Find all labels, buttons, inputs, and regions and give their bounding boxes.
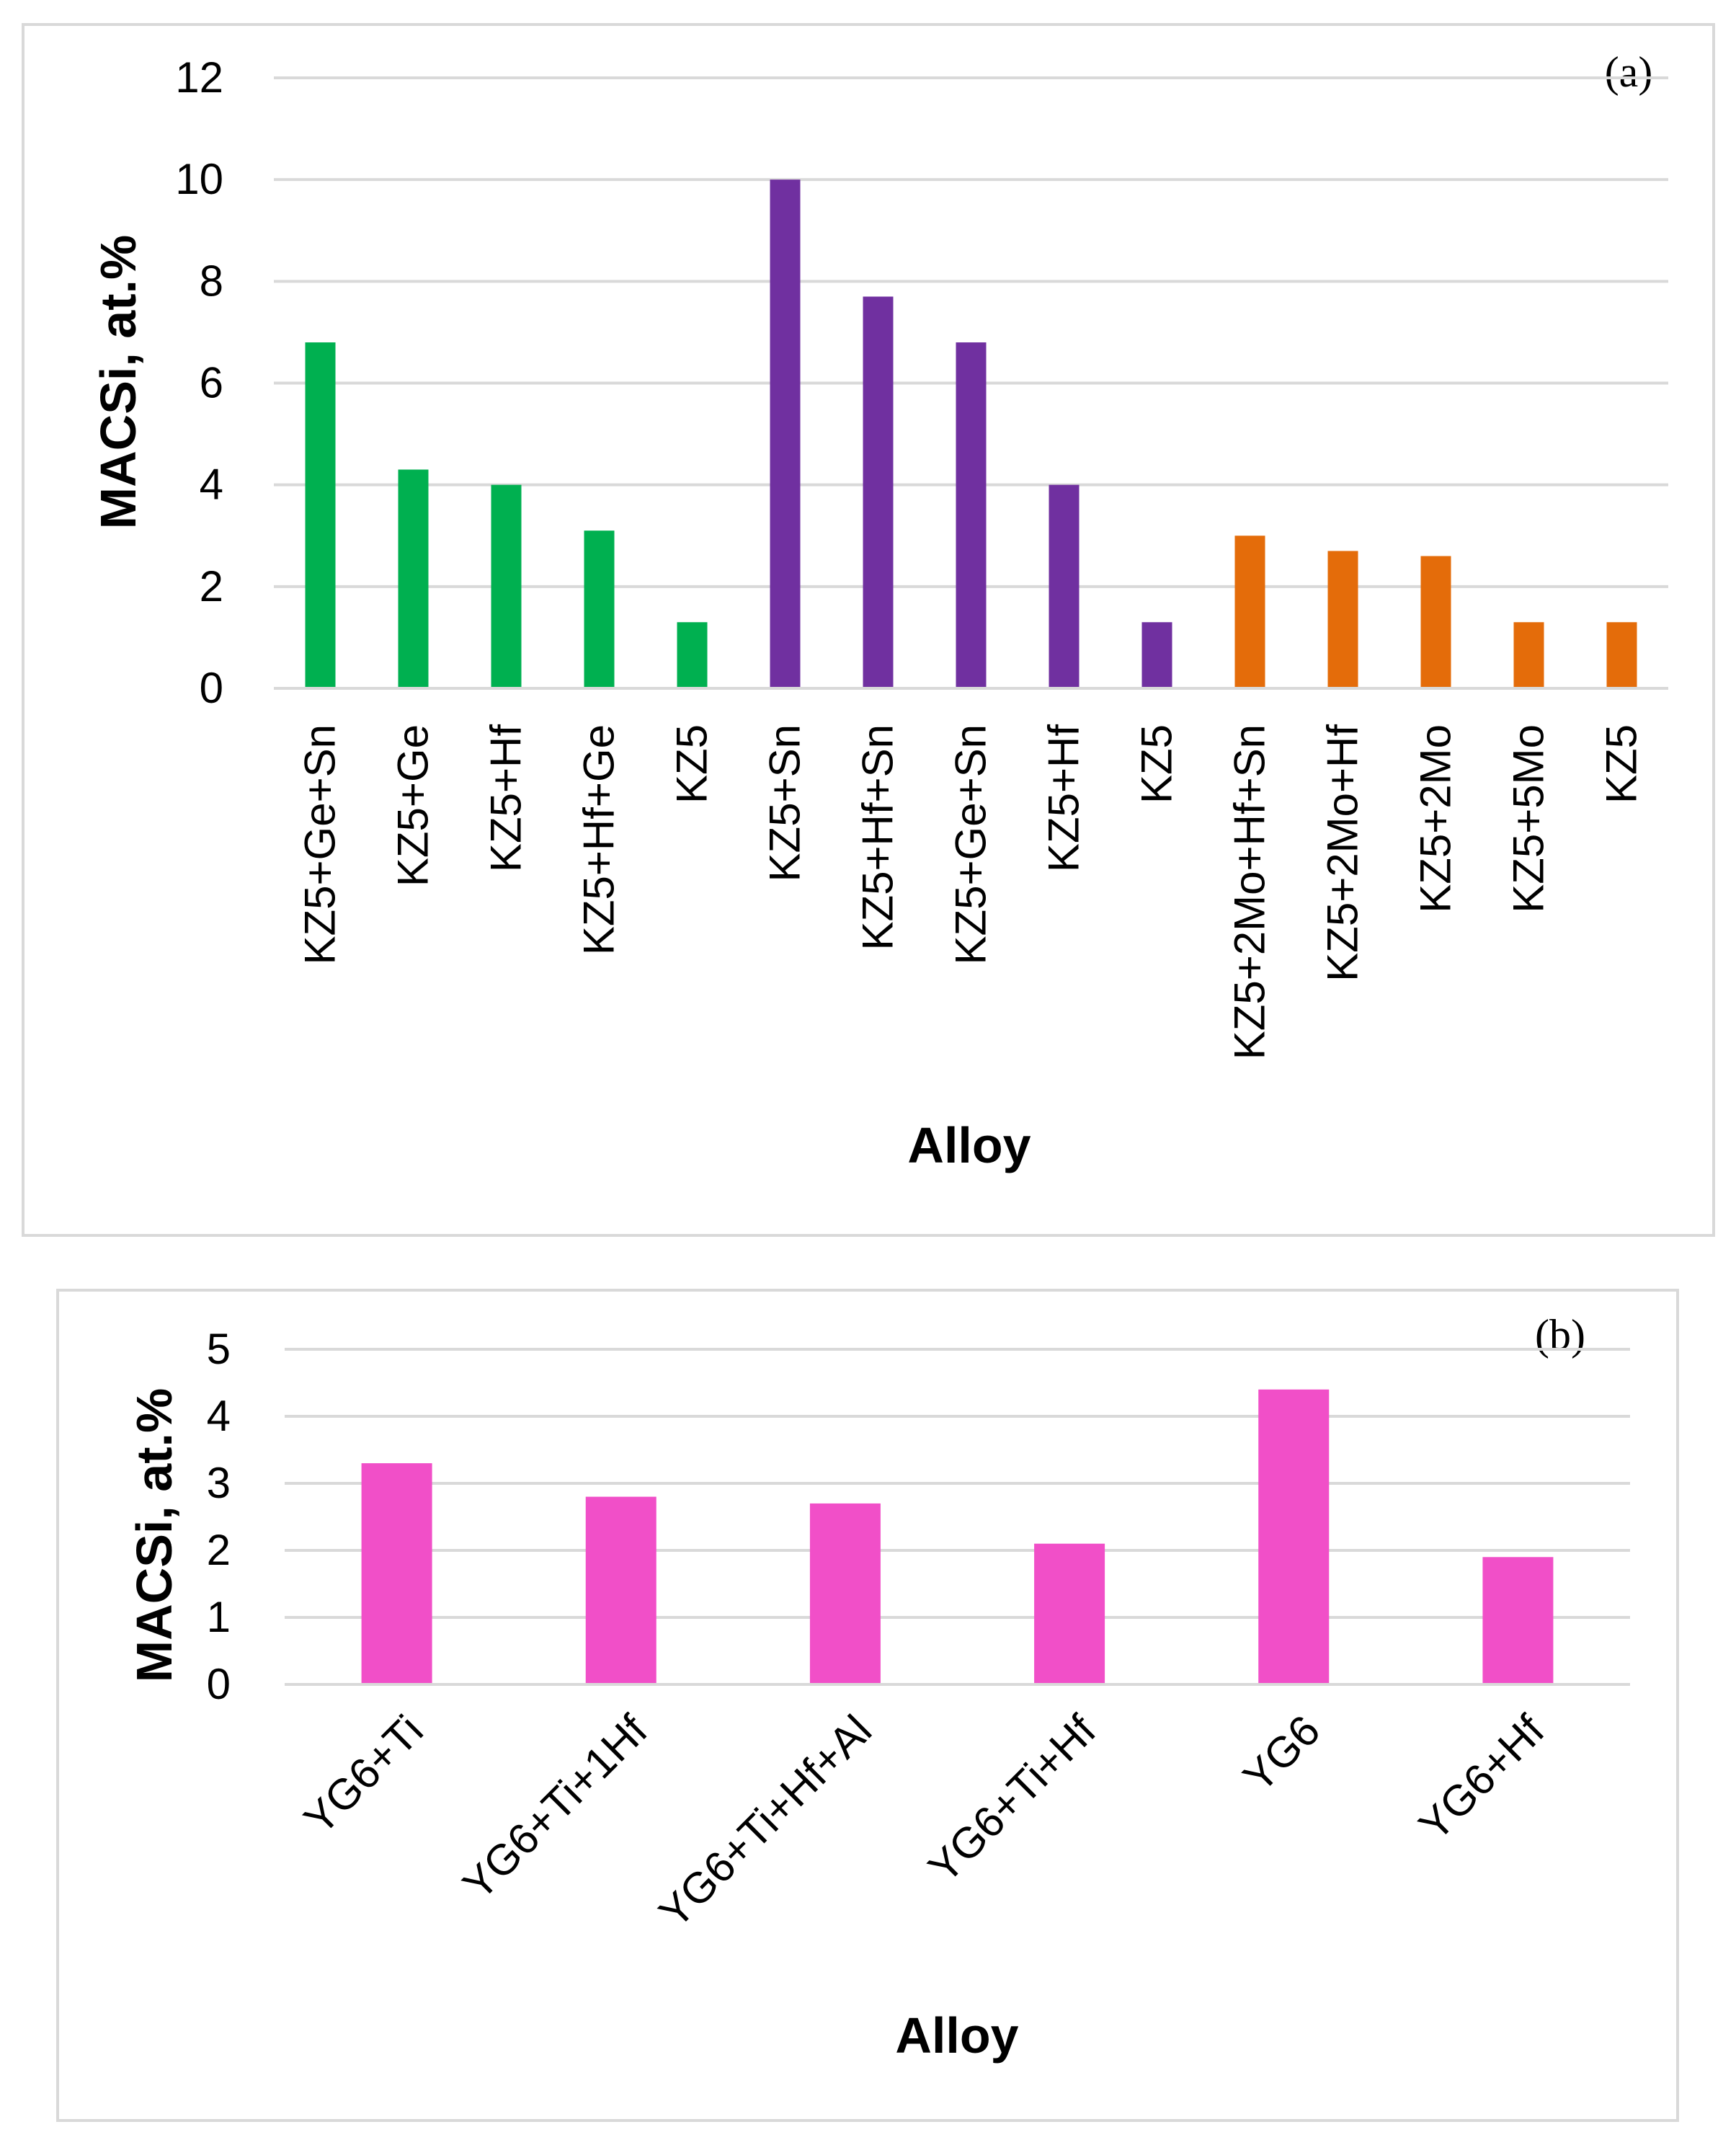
x-tick-label-a: KZ5+Hf+Sn — [854, 724, 902, 951]
panel-label-b: (b) — [1535, 1311, 1585, 1359]
y-tick-label-a: 8 — [200, 257, 223, 305]
panel-label-a: (a) — [1605, 48, 1653, 96]
bar-b — [1258, 1389, 1330, 1684]
bar-a — [1234, 536, 1265, 688]
x-axis-title-b: Alloy — [895, 2007, 1018, 2064]
bar-a — [584, 530, 615, 688]
y-tick-label-a: 6 — [200, 359, 223, 407]
bar-a — [1049, 484, 1080, 688]
bar-b — [585, 1496, 656, 1684]
bar-b — [809, 1503, 881, 1684]
x-tick-label-a: KZ5+2Mo+Hf — [1319, 724, 1367, 982]
bar-a — [1141, 622, 1172, 688]
x-tick-label-b: YG6+Hf — [1410, 1706, 1554, 1850]
x-tick-label-b: YG6+Ti+Hf — [919, 1706, 1105, 1892]
x-tick-label-a: KZ5+Sn — [761, 724, 809, 881]
chart-panel-b — [56, 1289, 1679, 2122]
y-tick-label-b: 2 — [207, 1526, 231, 1574]
x-tick-label-a: KZ5 — [668, 724, 716, 804]
y-tick-label-a: 2 — [200, 562, 223, 610]
bar-b — [361, 1463, 432, 1684]
bar-a — [770, 179, 801, 688]
bar-a — [398, 469, 429, 688]
chart-marks-a: 0 2 4 6 8 10 12 KZ5+Ge+Sn KZ5+Ge KZ5+Hf KZ5+Hf+Ge K… — [175, 53, 1668, 1060]
bar-a — [1513, 622, 1544, 688]
y-tick-label-a: 4 — [200, 461, 223, 509]
y-tick-label-a: 10 — [175, 155, 223, 203]
x-tick-label-a: KZ5 — [1133, 724, 1181, 804]
y-tick-label-b: 1 — [207, 1593, 231, 1641]
bar-a — [956, 342, 987, 688]
x-tick-label-a: KZ5 — [1598, 724, 1646, 804]
x-tick-label-a: KZ5+Hf+Ge — [575, 724, 623, 955]
bar-a — [863, 296, 894, 689]
x-tick-label-b: YG6+Ti+Hf+Al — [650, 1706, 881, 1937]
bar-a — [491, 484, 522, 688]
x-tick-label-a: KZ5+Ge+Sn — [947, 724, 995, 965]
bar-a — [1420, 556, 1451, 688]
x-tick-label-b: YG6+Ti+1Hf — [453, 1706, 656, 1909]
bar-a — [677, 622, 708, 688]
y-axis-title-a: MACSi, at.% — [90, 235, 146, 529]
y-tick-label-a: 12 — [175, 53, 223, 102]
y-tick-label-b: 3 — [207, 1459, 231, 1507]
x-tick-label-a: KZ5+Ge+Sn — [296, 724, 344, 965]
x-tick-label-b: YG6+Ti — [295, 1706, 432, 1844]
bar-b — [1034, 1543, 1105, 1684]
y-tick-label-a: 0 — [200, 664, 223, 712]
x-tick-label-a: KZ5+Ge — [389, 724, 437, 887]
y-axis-title-b: MACSi, at.% — [126, 1388, 182, 1682]
x-tick-label-a: KZ5+2Mo+Hf+Sn — [1226, 724, 1274, 1060]
x-tick-label-a: KZ5+Hf — [482, 724, 530, 872]
bar-a — [1606, 622, 1637, 688]
y-tick-label-b: 5 — [207, 1325, 231, 1373]
bar-a — [305, 342, 336, 688]
bar-b — [1482, 1557, 1554, 1684]
x-tick-label-a: KZ5+5Mo — [1505, 724, 1553, 913]
bar-a — [1327, 551, 1358, 688]
x-axis-title-a: Alloy — [907, 1117, 1031, 1173]
x-tick-label-a: KZ5+2Mo — [1412, 724, 1460, 913]
x-tick-label-b: YG6 — [1234, 1706, 1329, 1801]
x-tick-label-a: KZ5+Hf — [1040, 724, 1088, 872]
y-tick-label-b: 0 — [207, 1660, 231, 1708]
y-tick-label-b: 4 — [207, 1392, 231, 1440]
